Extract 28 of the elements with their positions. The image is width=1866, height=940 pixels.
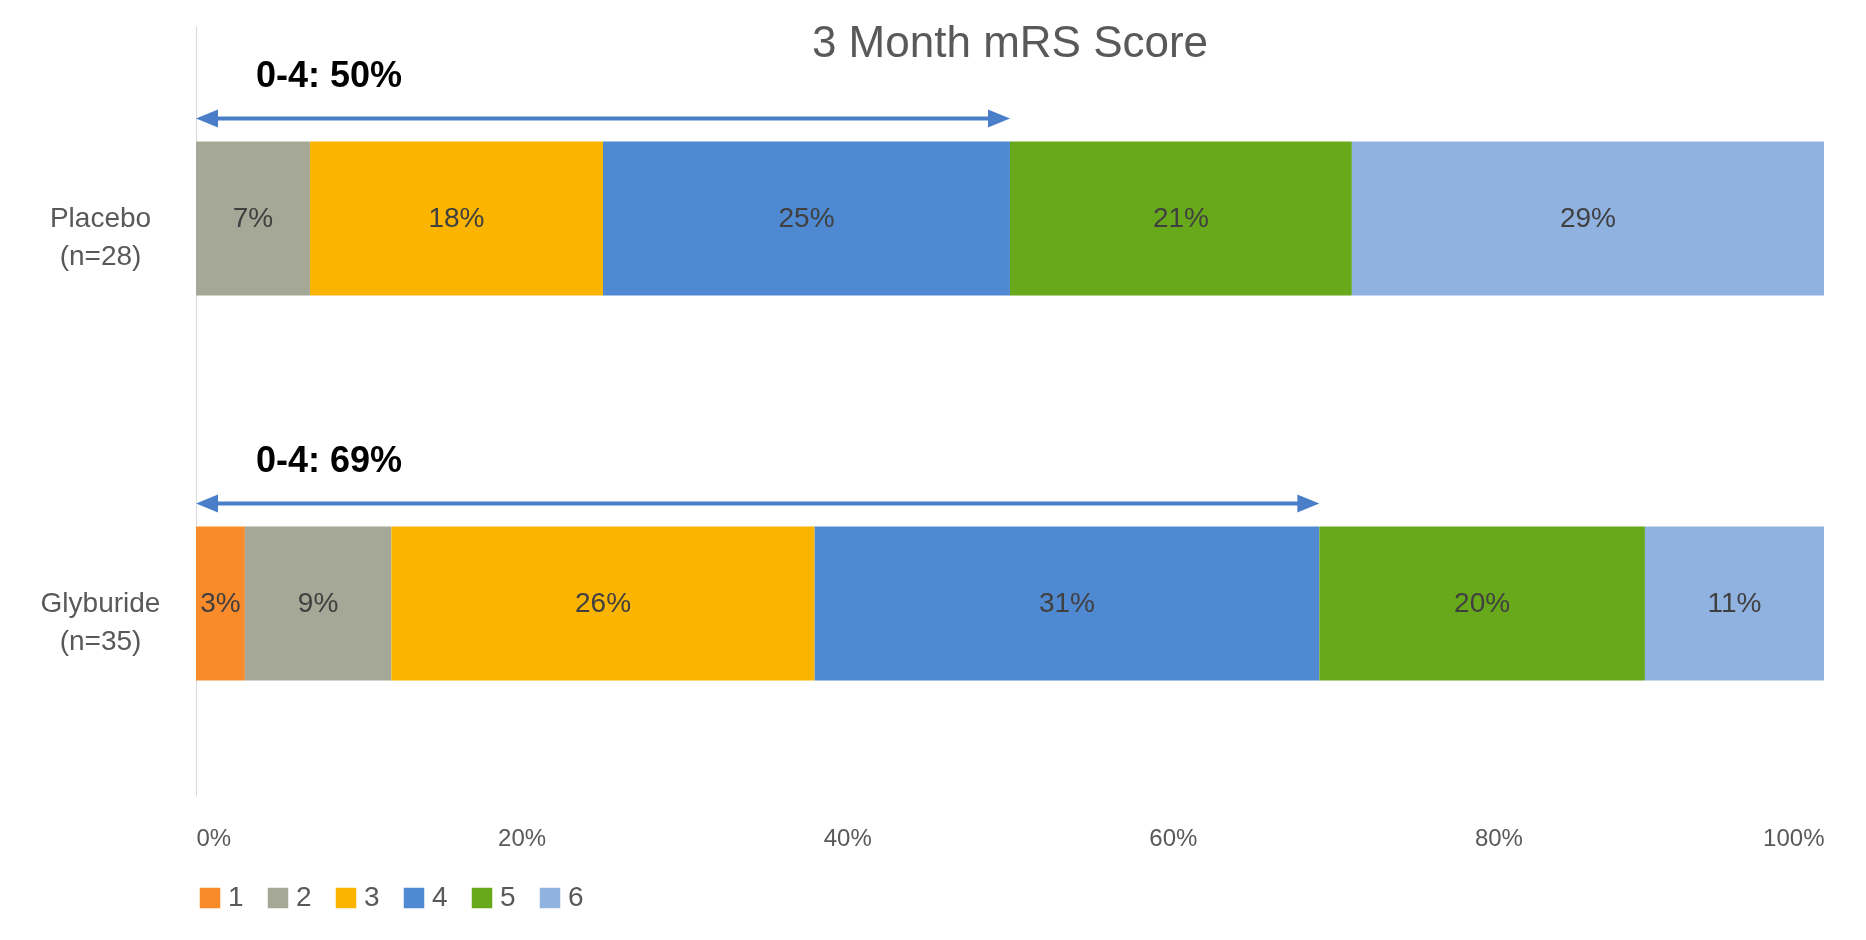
- data-label: 26%: [574, 586, 632, 618]
- data-label: 21%: [1152, 201, 1209, 233]
- x-tick-label: 60%: [1149, 823, 1198, 851]
- legend-label: 3: [364, 881, 380, 912]
- x-tick-label: 40%: [823, 823, 872, 851]
- data-label: 11%: [1707, 586, 1762, 618]
- annotation: 0-4: 69%: [256, 438, 403, 480]
- x-tick-label: 100%: [1763, 823, 1825, 851]
- data-label: 3%: [200, 586, 241, 618]
- chart-title: 3 Month mRS Score: [811, 17, 1209, 66]
- annotation: 0-4: 50%: [256, 53, 403, 95]
- x-tick-label: 80%: [1474, 823, 1523, 851]
- data-label: 7%: [232, 201, 274, 233]
- x-tick-label: 20%: [498, 823, 547, 851]
- legend-label: 6: [568, 881, 584, 912]
- data-label: 9%: [297, 586, 339, 618]
- x-tick-label: 0%: [196, 823, 232, 851]
- y-tick-label: Placebo (n=28): [49, 201, 152, 271]
- data-label: 18%: [428, 201, 485, 233]
- legend-label: 2: [296, 881, 312, 912]
- legend-label: 5: [500, 881, 516, 912]
- data-label: 31%: [1038, 586, 1095, 618]
- data-label: 29%: [1559, 201, 1616, 233]
- legend-label: 1: [228, 881, 244, 912]
- data-label: 20%: [1454, 586, 1511, 618]
- legend-label: 4: [432, 881, 448, 912]
- y-tick-label: Glyburide (n=35): [40, 586, 161, 656]
- data-label: 25%: [778, 201, 835, 233]
